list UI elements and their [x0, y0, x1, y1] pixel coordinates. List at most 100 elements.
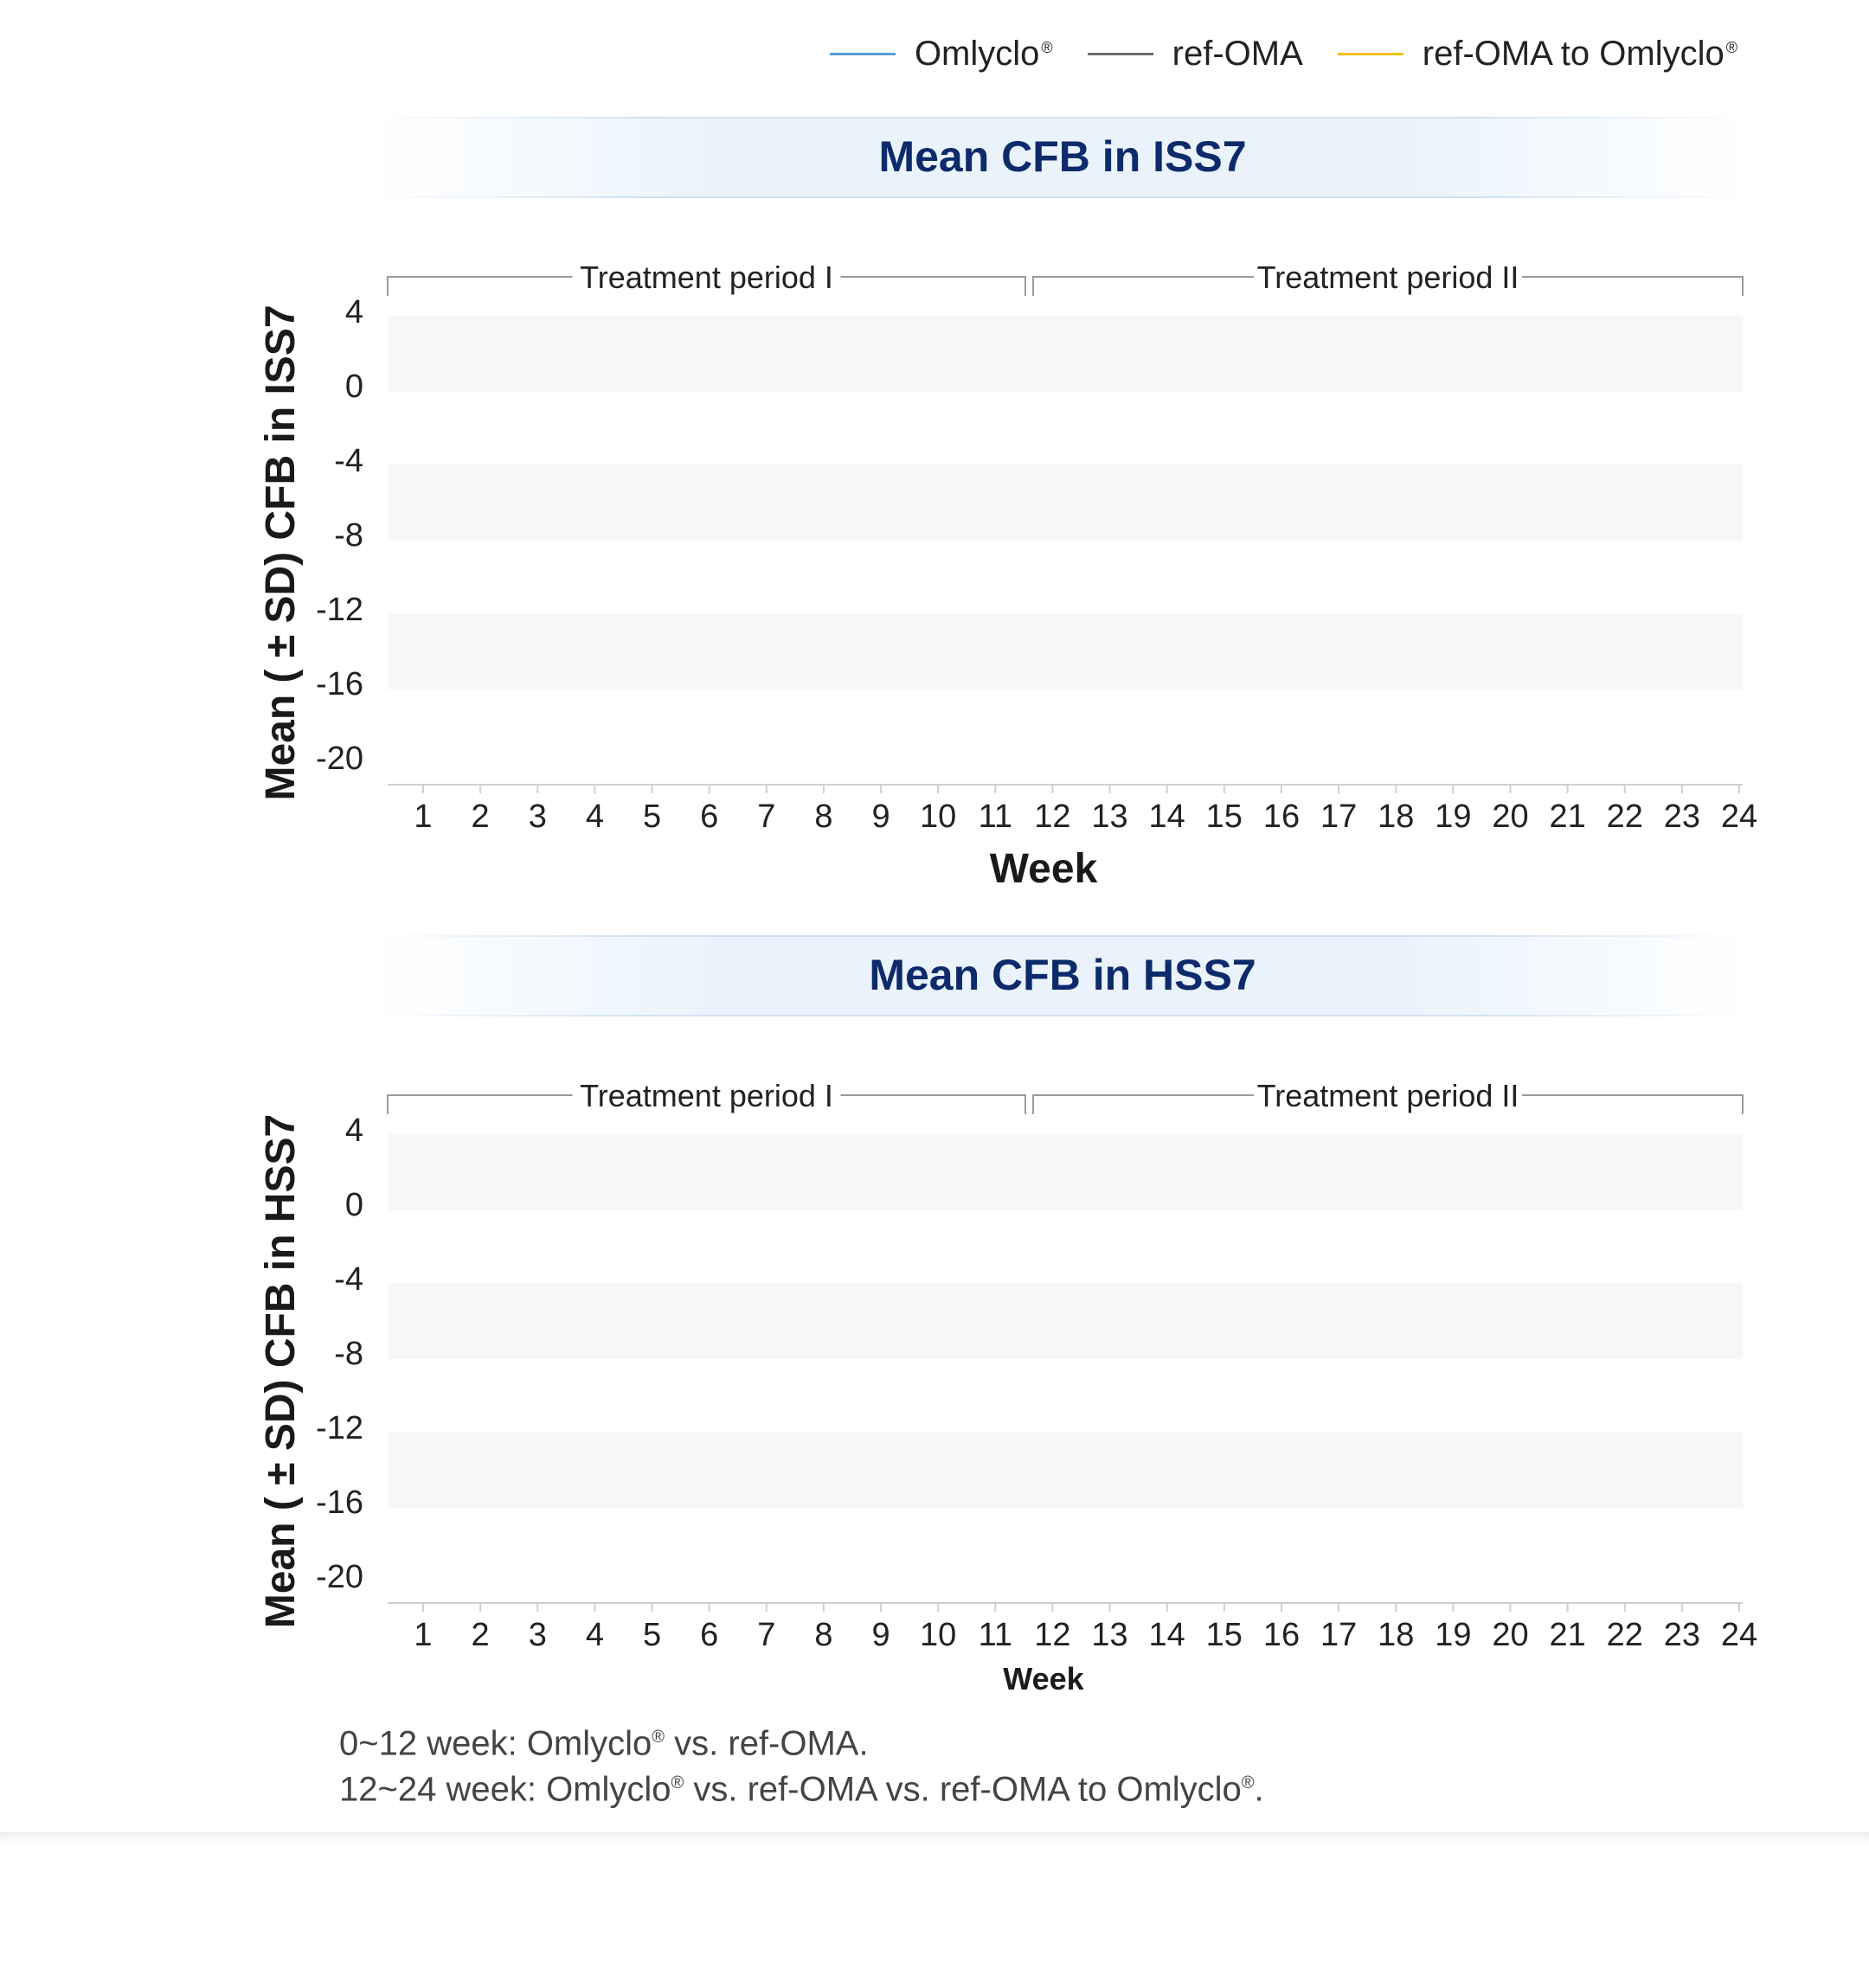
x-tick-label: 15: [1206, 798, 1243, 835]
x-tick-label: 11: [979, 1617, 1012, 1653]
legend-swatch-ref-oma: [1087, 53, 1153, 55]
y-tick-label: -16: [316, 666, 363, 702]
x-tick-label: 22: [1607, 1617, 1643, 1653]
x-tick-label: 19: [1435, 1617, 1471, 1653]
x-tick-label: 18: [1378, 1617, 1414, 1653]
x-tick-label: 2: [472, 798, 490, 835]
plot-band: [388, 316, 1743, 392]
x-tick-label: 10: [920, 1617, 956, 1653]
y-tick-label: -8: [334, 517, 363, 554]
y-tick-label: 4: [345, 294, 363, 330]
x-tick-label: 15: [1206, 1617, 1243, 1653]
x-tick-label: 6: [700, 1617, 718, 1653]
x-tick-label: 12: [1034, 798, 1070, 835]
x-tick-label: 3: [529, 1617, 547, 1653]
x-tick-label: 3: [529, 798, 547, 835]
x-tick-label: 7: [757, 1617, 775, 1653]
period-bracket-right: [840, 276, 1026, 296]
y-axis-title: Mean ( ± SD) CFB in ISS7: [258, 305, 304, 800]
x-tick-label: 8: [814, 1617, 832, 1653]
footnote: 0~12 week: Omlyclo® vs. ref-OMA. 12~24 w…: [339, 1717, 1264, 1810]
x-tick-label: 13: [1091, 798, 1127, 835]
period-label: Treatment period II: [1257, 260, 1519, 295]
y-tick-label: -4: [334, 1261, 363, 1298]
x-tick-label: 11: [979, 798, 1012, 835]
x-tick-label: 8: [814, 798, 832, 835]
footnote-line-1: 0~12 week: Omlyclo® vs. ref-OMA.: [339, 1724, 869, 1763]
y-tick-label: -20: [316, 741, 363, 777]
x-tick-label: 16: [1263, 798, 1300, 835]
plot-band: [388, 613, 1743, 689]
footnote-line-2: 12~24 week: Omlyclo® vs. ref-OMA vs. ref…: [339, 1770, 1264, 1809]
x-tick-label: 14: [1149, 1617, 1185, 1653]
period-label: Treatment period I: [580, 1078, 833, 1113]
x-tick-label: 24: [1721, 798, 1757, 835]
plot-band: [388, 465, 1743, 541]
y-tick-label: -12: [316, 1410, 363, 1446]
chart-title-band: [372, 117, 1748, 196]
x-tick-label: 23: [1664, 1617, 1700, 1653]
period-label: Treatment period II: [1257, 1078, 1519, 1113]
x-tick-label: 10: [920, 798, 956, 835]
x-tick-label: 17: [1320, 1617, 1357, 1653]
x-tick-label: 4: [586, 1617, 604, 1653]
legend-label-omlyclo: Omlyclo ®: [914, 35, 1053, 73]
x-tick-label: 6: [700, 798, 718, 835]
chart-title: Mean CFB in HSS7: [869, 951, 1256, 999]
legend-item-switch: ref-OMA to Omlyclo ®: [1337, 35, 1737, 74]
x-tick-label: 13: [1091, 1617, 1127, 1653]
legend-label-switch: ref-OMA to Omlyclo ®: [1422, 35, 1737, 73]
y-tick-label: 0: [345, 369, 363, 405]
period-bracket-left: [1032, 276, 1254, 296]
y-tick-label: -8: [334, 1336, 363, 1372]
legend-label-ref-oma: ref-OMA: [1172, 35, 1303, 73]
plot-band: [388, 1432, 1743, 1508]
period-bracket-right: [1522, 276, 1744, 296]
x-tick-label: 1: [414, 798, 432, 835]
x-tick-label: 18: [1378, 798, 1414, 835]
x-tick-label: 1: [414, 1617, 432, 1653]
legend-item-ref-oma: ref-OMA: [1087, 35, 1303, 74]
x-tick-label: 23: [1664, 798, 1700, 835]
period-label: Treatment period I: [580, 260, 833, 295]
y-tick-label: -16: [316, 1485, 363, 1521]
chart-title: Mean CFB in ISS7: [878, 132, 1246, 181]
chart-title-rule-bottom: [363, 1015, 1757, 1016]
x-tick-label: 22: [1607, 798, 1643, 835]
y-tick-label: -12: [316, 592, 363, 628]
x-tick-label: 12: [1034, 1617, 1070, 1653]
x-axis-title: Week: [1003, 1661, 1084, 1696]
x-tick-label: 16: [1263, 1617, 1300, 1653]
period-bracket-right: [840, 1094, 1026, 1114]
period-bracket-left: [387, 276, 573, 296]
x-axis-title: Week: [990, 846, 1098, 892]
plot-band: [388, 1283, 1743, 1359]
x-tick-label: 19: [1435, 798, 1471, 835]
x-tick-label: 21: [1549, 1617, 1585, 1653]
chart-title-rule-top: [363, 935, 1757, 937]
x-tick-label: 17: [1320, 798, 1357, 835]
chart-title-rule-top: [363, 117, 1757, 119]
y-tick-label: -4: [334, 443, 363, 479]
x-tick-label: 24: [1721, 1617, 1757, 1653]
chart-title-rule-bottom: [363, 196, 1757, 198]
plot-band: [388, 1134, 1743, 1210]
x-tick-label: 20: [1492, 1617, 1528, 1653]
y-axis-title: Mean ( ± SD) CFB in HSS7: [258, 1114, 304, 1628]
y-tick-label: 4: [345, 1113, 363, 1149]
period-bracket-left: [1032, 1094, 1254, 1114]
y-tick-label: -20: [316, 1559, 363, 1595]
period-bracket-left: [387, 1094, 573, 1114]
bottom-band: [0, 1832, 1869, 1988]
x-tick-label: 5: [643, 1617, 661, 1653]
x-tick-label: 4: [586, 798, 604, 835]
x-tick-label: 14: [1149, 798, 1185, 835]
chart-title-band: [372, 935, 1748, 1015]
x-tick-label: 9: [871, 798, 890, 835]
period-bracket-right: [1522, 1094, 1744, 1114]
y-tick-label: 0: [345, 1187, 363, 1223]
